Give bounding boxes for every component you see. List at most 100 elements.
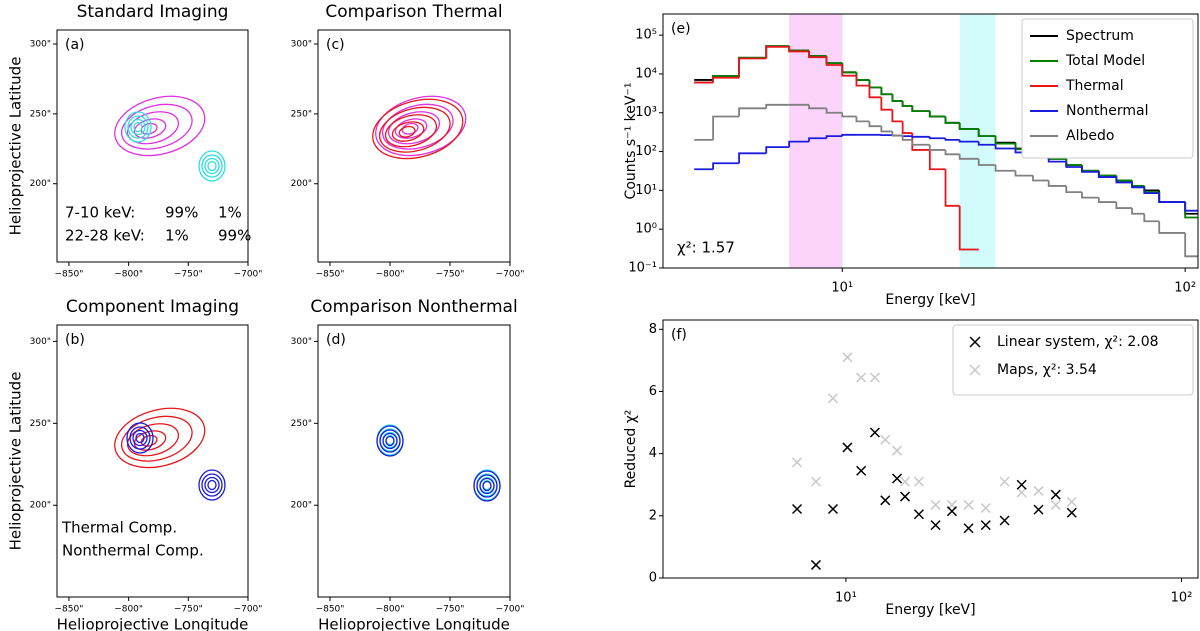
marker (980, 503, 991, 514)
y-tick-label: 10² (635, 144, 657, 159)
step (868, 79, 882, 89)
step (880, 97, 893, 111)
marker (792, 503, 803, 515)
contours-b (107, 398, 226, 501)
step (841, 112, 857, 118)
step (958, 205, 979, 251)
x-tick-label: −800" (376, 605, 405, 615)
step (808, 137, 827, 142)
step (1184, 202, 1198, 215)
y-tick-label: 200" (291, 501, 312, 511)
step (765, 45, 790, 58)
step (738, 107, 767, 117)
step (977, 158, 996, 166)
x-tick-label: −750" (174, 605, 203, 615)
x-tick-label: 10² (1171, 591, 1193, 606)
step (825, 57, 843, 66)
step (944, 116, 960, 124)
contour (107, 398, 213, 478)
y-tick-label: 250" (30, 419, 51, 429)
step (901, 135, 913, 138)
step (1131, 182, 1145, 189)
x-tick-label: −850" (316, 270, 345, 280)
y-tick-label: 200" (30, 501, 51, 511)
marker (899, 491, 911, 502)
annotation: Nonthermal Comp. (62, 542, 204, 560)
x-tick-label: −800" (114, 605, 143, 615)
annotation: 99% (218, 227, 251, 245)
x-tick-label: 10² (1174, 281, 1196, 296)
step (1131, 180, 1145, 187)
step (994, 144, 1016, 150)
y-tick-label: 2 (649, 508, 657, 523)
contours-d (376, 424, 501, 502)
legend-label: Linear system, χ²: 2.08 (997, 334, 1159, 350)
annotation: 1% (218, 204, 242, 222)
step (712, 76, 740, 83)
step (825, 135, 843, 139)
step (911, 135, 930, 138)
step (1097, 197, 1117, 203)
step (880, 126, 893, 133)
marker (880, 495, 891, 506)
annotation: χ²: 1.57 (677, 239, 735, 257)
contours-c (365, 86, 474, 169)
marker (869, 372, 880, 383)
step (901, 121, 913, 134)
contours-a (107, 86, 226, 182)
step (1115, 177, 1133, 184)
contour (198, 469, 226, 501)
marker (1066, 507, 1077, 518)
step (1115, 202, 1133, 209)
step (1143, 185, 1160, 192)
marker (913, 509, 924, 520)
step (958, 122, 979, 130)
y-tick-label: 4 (649, 446, 657, 461)
x-tick-label: 10¹ (831, 281, 853, 296)
step (738, 152, 767, 164)
step (958, 139, 979, 143)
step (1158, 192, 1186, 203)
panel-label: (d) (326, 332, 346, 348)
step (808, 104, 827, 110)
marker (827, 503, 839, 515)
step (880, 87, 893, 96)
panel-label: (f) (671, 327, 687, 343)
y-tick-label: 200" (291, 179, 312, 189)
axes-frame (317, 29, 511, 263)
step (738, 56, 767, 77)
x-tick-label: −800" (114, 270, 143, 280)
step (855, 72, 870, 81)
marker (880, 434, 891, 445)
step (928, 111, 946, 118)
step (1047, 180, 1067, 187)
step (1065, 158, 1082, 166)
legend-label: Spectrum (1066, 28, 1134, 44)
step (868, 79, 882, 89)
marker (810, 559, 821, 570)
x-tick-label: −850" (55, 270, 84, 280)
step (994, 136, 1016, 144)
step (1032, 175, 1049, 182)
step (1143, 213, 1160, 223)
step (880, 87, 893, 96)
y-tick-label: 10¹ (635, 183, 657, 198)
marker (810, 476, 821, 487)
step (994, 136, 1016, 145)
x-axis-label: Energy [keV] (885, 292, 975, 308)
step (841, 63, 857, 74)
legend-swatch (969, 364, 981, 376)
legend-label: Nonthermal (1066, 103, 1149, 119)
step (928, 136, 946, 140)
y-tick-label: 250" (30, 109, 51, 119)
y-tick-label: 0 (649, 571, 657, 586)
y-tick-label: 300" (30, 39, 51, 49)
step (855, 116, 870, 123)
contour (107, 86, 213, 166)
step (891, 94, 903, 102)
step (977, 141, 996, 146)
legend-label: Total Model (1065, 53, 1145, 69)
legend-label: Thermal (1065, 78, 1124, 94)
marker (963, 499, 974, 510)
